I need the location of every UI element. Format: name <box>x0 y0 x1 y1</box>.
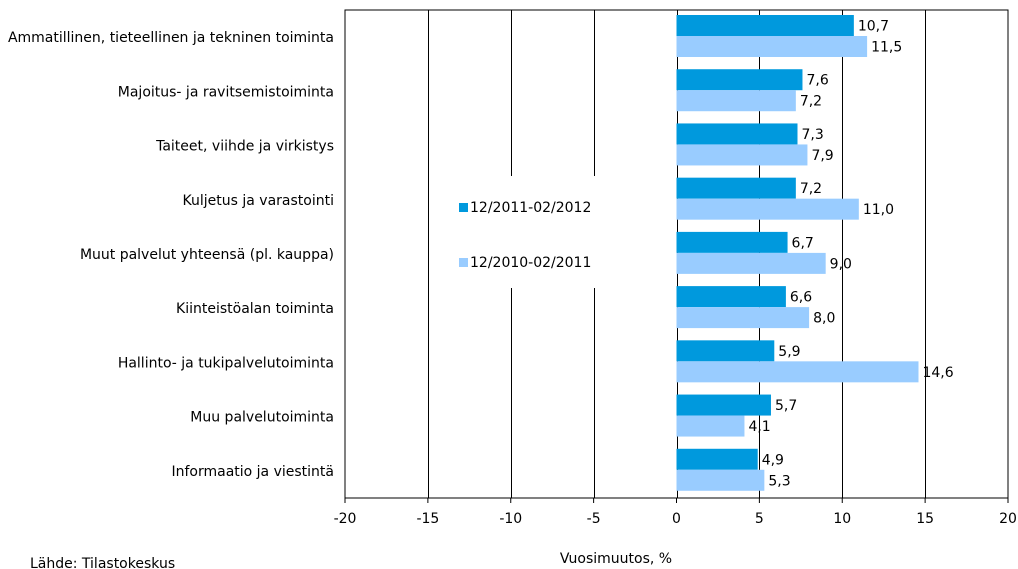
value-label: 10,7 <box>858 19 889 35</box>
value-label: 6,6 <box>790 290 812 306</box>
x-tick-label: 0 <box>672 511 681 527</box>
category-label: Informaatio ja viestintä <box>171 464 334 480</box>
value-label: 7,2 <box>800 181 822 197</box>
value-label: 7,9 <box>811 148 833 164</box>
bar-1 <box>676 177 796 199</box>
bar-1 <box>676 340 775 362</box>
legend: 12/2011-02/2012 12/2010-02/2011 <box>459 200 591 271</box>
bar-2 <box>676 36 868 57</box>
value-label: 14,6 <box>922 365 953 381</box>
legend-swatch-series-1 <box>459 203 468 212</box>
value-label: 11,0 <box>863 202 894 218</box>
x-tick-label: 15 <box>916 511 934 527</box>
x-axis-title: Vuosimuutos, % <box>560 551 672 567</box>
category-label: Majoitus- ja ravitsemistoiminta <box>118 84 334 100</box>
bar-2 <box>676 307 810 329</box>
value-label: 4,1 <box>748 419 770 435</box>
x-tick-label: -15 <box>416 511 439 527</box>
x-axis-ticks: -20 -15 -10 -5 0 5 10 15 20 <box>334 498 1017 527</box>
x-tick-label: 10 <box>833 511 851 527</box>
x-tick-label: 5 <box>755 511 764 527</box>
category-label: Kiinteistöalan toiminta <box>176 301 334 317</box>
bar-2 <box>676 415 745 437</box>
legend-label-series-1: 12/2011-02/2012 <box>470 200 591 216</box>
bar-1 <box>676 15 854 36</box>
value-labels: 10,7 11,5 7,6 7,2 7,3 7,9 7,2 11,0 6,7 9,0 6,68,0 5… <box>748 19 953 490</box>
value-label: 5,9 <box>778 344 800 360</box>
bar-1 <box>676 286 786 308</box>
category-label: Muut palvelut yhteensä (pl. kauppa) <box>80 247 334 263</box>
category-label: Kuljetus ja varastointi <box>183 193 334 209</box>
x-tick-label: -5 <box>587 511 601 527</box>
category-label: Ammatillinen, tieteellinen ja tekninen t… <box>8 30 334 46</box>
legend-background <box>453 176 613 288</box>
bar-1 <box>676 123 798 145</box>
legend-swatch-series-2 <box>459 258 468 267</box>
bar-1 <box>676 394 771 416</box>
category-label: Hallinto- ja tukipalvelutoiminta <box>118 355 334 371</box>
bar-1 <box>676 448 758 470</box>
bar-2 <box>676 469 765 491</box>
x-tick-label: 20 <box>999 511 1017 527</box>
value-label: 7,2 <box>800 94 822 110</box>
x-tick-label: -10 <box>499 511 522 527</box>
value-label: 5,7 <box>775 398 797 414</box>
bar-2 <box>676 144 808 166</box>
bar-2 <box>676 198 859 220</box>
bar-2 <box>676 90 796 112</box>
category-labels: Ammatillinen, tieteellinen ja tekninen t… <box>8 30 334 480</box>
value-label: 8,0 <box>813 311 835 327</box>
bar-2 <box>676 361 919 383</box>
source-note: Lähde: Tilastokeskus <box>30 556 175 569</box>
value-label: 11,5 <box>871 40 902 56</box>
category-label: Muu palvelutoiminta <box>190 410 334 426</box>
value-label: 5,3 <box>768 473 790 489</box>
x-tick-label: -20 <box>334 511 357 527</box>
value-label: 6,7 <box>792 235 814 251</box>
value-label: 7,3 <box>801 127 823 143</box>
bar-1 <box>676 231 788 253</box>
bars <box>676 15 919 491</box>
value-label: 4,9 <box>762 452 784 468</box>
value-label: 7,6 <box>806 73 828 89</box>
bar-1 <box>676 69 803 91</box>
legend-label-series-2: 12/2010-02/2011 <box>470 255 591 271</box>
category-label: Taiteet, viihde ja virkistys <box>155 139 334 155</box>
value-label: 9,0 <box>830 256 852 272</box>
bar-2 <box>676 252 826 274</box>
legend-box <box>453 176 613 288</box>
